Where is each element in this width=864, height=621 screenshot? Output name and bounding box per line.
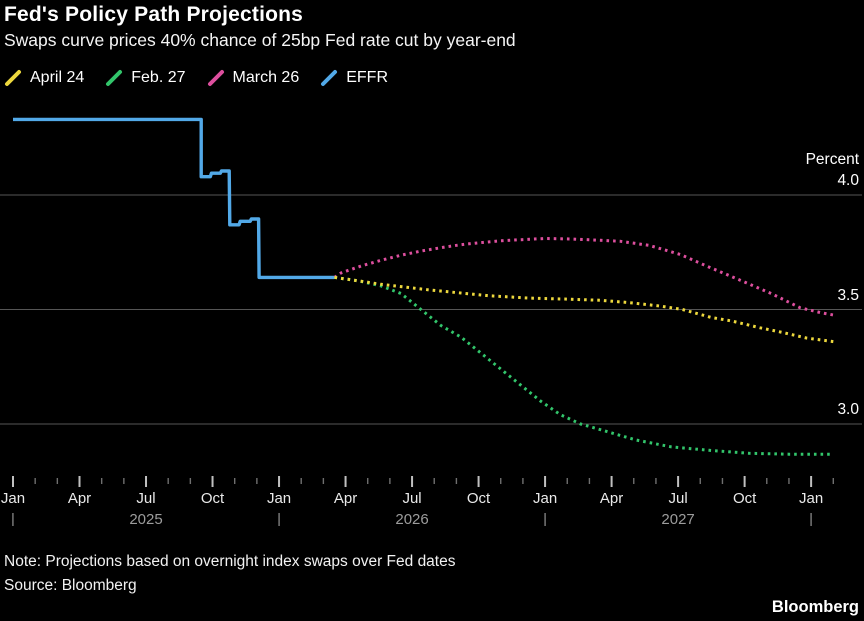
january-marker: | — [543, 510, 547, 526]
series-march-26-line — [333, 237, 834, 317]
x-tick-label-Jul: Jul — [402, 490, 422, 507]
year-label-2025: 2025 — [129, 511, 163, 528]
chart-source: Source: Bloomberg — [4, 577, 137, 594]
legend-slash-icon — [321, 70, 338, 86]
x-tick-label-Oct: Oct — [732, 490, 757, 507]
legend-item-feb-27: Feb. 27 — [105, 69, 186, 87]
legend-slash-icon — [5, 70, 21, 86]
legend-item-effr: EFFR — [320, 69, 388, 87]
x-tick-label-Apr: Apr — [333, 490, 358, 507]
legend-slash-icon — [207, 70, 224, 86]
series-effr-line — [13, 117, 335, 280]
y-axis-unit-label: Percent — [805, 151, 859, 168]
chart-title: Fed's Policy Path Projections — [4, 3, 304, 26]
legend-slash-icon — [106, 70, 123, 86]
x-tick-label-Jan: Jan — [799, 490, 824, 507]
x-tick-label-Apr: Apr — [67, 490, 92, 507]
january-marker: | — [277, 510, 281, 526]
y-tick-label-3.5: 3.5 — [837, 286, 859, 304]
y-tick-label-4.0: 4.0 — [837, 172, 859, 189]
year-label-2027: 2027 — [661, 511, 695, 528]
legend-label: April 24 — [30, 69, 85, 86]
legend-label: March 26 — [232, 69, 300, 86]
x-tick-label-Jan: Jan — [266, 490, 292, 507]
y-tick-label-3.0: 3.0 — [837, 401, 859, 418]
year-label-2026: 2026 — [395, 511, 429, 528]
x-tick-label-Jul: Jul — [136, 490, 156, 507]
january-marker: | — [11, 510, 15, 526]
bloomberg-logo: Bloomberg — [771, 598, 859, 616]
legend-item-april-24: April 24 — [4, 69, 84, 87]
x-tick-label-Jul: Jul — [668, 490, 688, 507]
series-feb-27-line — [334, 275, 834, 456]
x-tick-label-Apr: Apr — [599, 490, 624, 507]
chart-subtitle: Swaps curve prices 40% chance of 25bp Fe… — [4, 30, 516, 50]
legend-item-march-26: March 26 — [207, 69, 300, 87]
x-tick-label-Oct: Oct — [200, 490, 225, 507]
x-tick-label-Oct: Oct — [466, 490, 491, 507]
x-tick-label-Jan: Jan — [532, 490, 558, 507]
january-marker: | — [809, 510, 813, 526]
legend-label: EFFR — [346, 69, 388, 86]
x-tick-label-Jan: Jan — [0, 490, 26, 507]
chart-note: Note: Projections based on overnight ind… — [4, 553, 456, 570]
series-april-24-line — [334, 275, 834, 344]
legend-label: Feb. 27 — [131, 69, 186, 86]
legend: April 24 Feb. 27 March 26 EFFR — [4, 69, 409, 87]
